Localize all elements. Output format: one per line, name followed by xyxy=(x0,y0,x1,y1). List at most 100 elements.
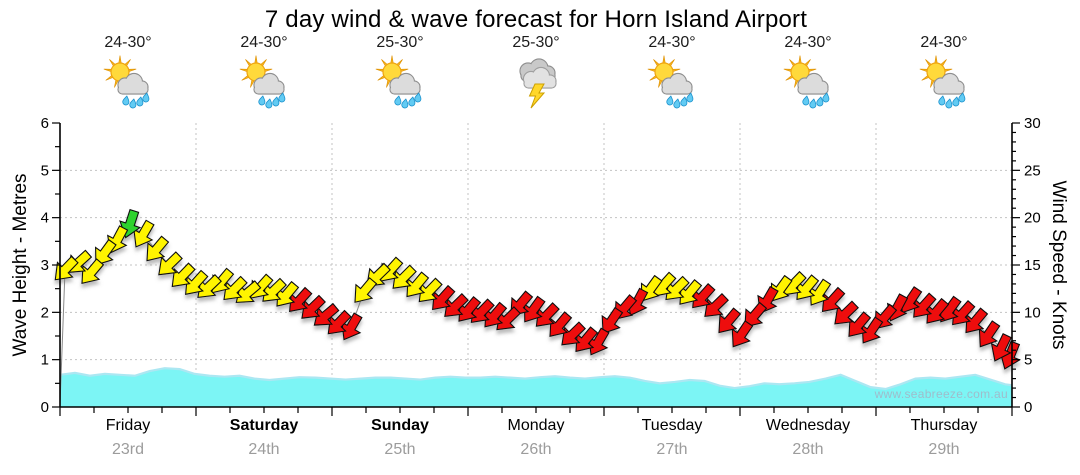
wind-arrow xyxy=(484,301,508,328)
sun-cloud-rain-icon xyxy=(783,55,830,109)
wind-arrow xyxy=(731,320,754,348)
wind-arrow xyxy=(496,306,521,331)
wind-arrows xyxy=(54,208,1021,370)
wave-axis-tick-label: 6 xyxy=(41,115,49,132)
wind-arrow xyxy=(81,258,105,285)
day-axis-label: Wednesday 28th xyxy=(740,417,876,459)
wind-arrow xyxy=(679,279,703,305)
wind-arrow xyxy=(95,238,117,266)
day-header: 25-30° xyxy=(332,34,468,116)
wind-arrow xyxy=(744,301,768,328)
sun-cloud-rain-icon xyxy=(239,55,286,109)
day-axis-label: Thursday 29th xyxy=(876,417,1012,459)
wind-speed-axis-label: Wind Speed - Knots xyxy=(1048,180,1069,350)
wave-axis-tick-label: 0 xyxy=(41,399,49,416)
wave-axis-tick-label: 4 xyxy=(41,210,49,227)
wind-arrow xyxy=(223,275,248,301)
wind-arrow xyxy=(692,283,716,309)
day-axis-label: Sunday 25th xyxy=(332,417,468,459)
day-date: 23rd xyxy=(111,441,145,458)
day-temp-range: 24-30° xyxy=(784,34,832,51)
wind-arrow xyxy=(235,280,262,303)
day-temp-range: 24-30° xyxy=(920,34,968,51)
day-axis-label: Monday 26th xyxy=(468,417,604,459)
wind-arrow xyxy=(575,326,599,353)
wind-arrow xyxy=(809,278,832,306)
day-header: 24-30° xyxy=(196,34,332,116)
wind-arrow xyxy=(718,307,742,334)
wind-arrow xyxy=(432,284,456,311)
day-date: 26th xyxy=(520,441,552,458)
day-temp-range: 24-30° xyxy=(648,34,696,51)
day-name: Saturday xyxy=(229,417,299,434)
axis-ticks xyxy=(52,122,1020,416)
day-temp-range: 25-30° xyxy=(512,34,560,51)
sun-cloud-rain-icon xyxy=(103,55,150,109)
sun-cloud-rain-icon xyxy=(919,55,966,109)
wind-arrow xyxy=(796,274,820,301)
day-header: 24-30° xyxy=(60,34,196,116)
day-header: 24-30° xyxy=(876,34,1012,116)
wind-arrow xyxy=(535,302,560,327)
wind-arrow xyxy=(158,251,183,276)
wind-arrow xyxy=(952,300,976,326)
day-axis-label: Tuesday 27th xyxy=(604,417,740,459)
wind-arrow xyxy=(704,292,729,318)
wind-axis-tick-label: 25 xyxy=(1024,162,1041,179)
wind-arrow xyxy=(133,219,155,248)
storm-icon xyxy=(519,58,557,109)
day-temp-range: 25-30° xyxy=(376,34,424,51)
wind-arrow xyxy=(354,277,378,303)
day-name: Tuesday xyxy=(641,417,703,434)
wind-arrow xyxy=(341,312,363,341)
day-date: 27th xyxy=(656,441,688,458)
wind-arrow xyxy=(171,262,196,288)
wind-arrow xyxy=(289,286,313,313)
sun-cloud-rain-icon xyxy=(647,55,694,109)
day-name: Wednesday xyxy=(765,417,851,434)
wind-arrow xyxy=(821,286,846,313)
wind-arrow xyxy=(978,320,1001,348)
day-date: 24th xyxy=(248,441,280,458)
wind-axis-tick-label: 30 xyxy=(1024,115,1041,132)
day-name: Friday xyxy=(105,417,151,434)
wind-arrow xyxy=(588,327,610,356)
wind-arrow xyxy=(185,269,209,295)
wind-arrow xyxy=(549,311,573,338)
wind-arrow xyxy=(418,277,443,303)
day-header: 25-30° xyxy=(468,34,604,116)
day-temp-range: 24-30° xyxy=(240,34,288,51)
wind-arrow xyxy=(561,321,586,346)
wave-axis-tick-label: 5 xyxy=(41,162,49,179)
wind-arrow xyxy=(146,235,170,262)
sun-cloud-rain-icon xyxy=(375,55,422,109)
wind-axis-tick-label: 20 xyxy=(1024,210,1041,227)
wind-arrow xyxy=(197,273,222,299)
wind-arrow xyxy=(313,302,340,326)
wind-axis-tick-label: 5 xyxy=(1024,352,1032,369)
day-header: 24-30° xyxy=(604,34,740,116)
wind-arrow xyxy=(470,298,495,324)
day-name: Sunday xyxy=(371,417,429,434)
day-temp-range: 24-30° xyxy=(104,34,152,51)
watermark: www.seabreeze.com.au xyxy=(874,387,1008,401)
wind-arrow xyxy=(523,295,546,323)
wind-arrow xyxy=(301,294,326,319)
wind-arrow xyxy=(54,255,79,281)
day-axis-label: Saturday 24th xyxy=(196,417,332,459)
wind-arrow xyxy=(327,309,352,335)
wind-axis-tick-label: 10 xyxy=(1024,304,1041,321)
wind-arrow xyxy=(458,296,482,322)
wind-arrow xyxy=(392,264,417,289)
wind-arrow xyxy=(262,277,287,302)
wave-axis-tick-label: 3 xyxy=(41,257,49,274)
day-header: 24-30° xyxy=(740,34,876,116)
wind-arrow xyxy=(913,292,937,318)
wind-axis-tick-label: 0 xyxy=(1024,399,1032,416)
wind-arrow xyxy=(990,333,1012,362)
wind-axis-tick-label: 15 xyxy=(1024,257,1041,274)
day-axis-label: Friday 23rd xyxy=(60,417,196,459)
wind-arrow xyxy=(276,280,300,307)
